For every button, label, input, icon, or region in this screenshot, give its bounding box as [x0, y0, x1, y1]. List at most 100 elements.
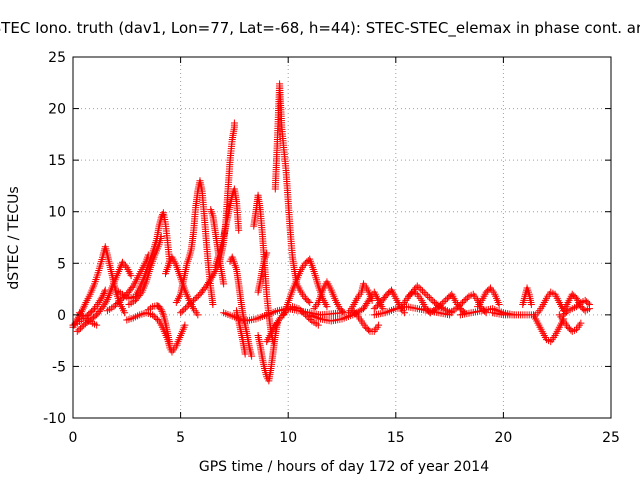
y-tick-label: -5 — [52, 359, 66, 375]
data-point-marker — [149, 311, 157, 319]
data-point-marker — [101, 299, 109, 307]
data-point-marker — [102, 297, 110, 305]
data-point-marker — [97, 295, 105, 303]
data-point-marker — [112, 301, 120, 309]
data-point-marker — [193, 293, 201, 301]
data-point-marker — [209, 301, 217, 309]
data-point-marker — [352, 309, 360, 317]
data-point-marker — [101, 288, 109, 296]
data-point-marker — [435, 303, 443, 311]
data-point-marker — [78, 312, 86, 320]
data-point-marker — [457, 300, 465, 308]
data-point-marker — [166, 340, 174, 348]
x-tick-label: 5 — [176, 430, 185, 446]
data-point-marker — [144, 251, 152, 259]
data-point-marker — [120, 260, 128, 268]
data-point-marker — [180, 306, 188, 314]
data-point-marker — [463, 294, 471, 302]
y-axis-label: dSTEC / TECUs — [6, 186, 22, 289]
y-tick-label: 15 — [48, 153, 66, 169]
data-point-marker — [99, 303, 107, 311]
data-point-marker — [116, 296, 124, 304]
y-tick-label: 0 — [57, 308, 66, 324]
y-tick-label: 5 — [57, 256, 66, 272]
data-point-marker — [188, 298, 196, 306]
x-tick-label: 20 — [494, 430, 512, 446]
data-point-marker — [422, 290, 430, 298]
data-point-marker — [77, 324, 85, 332]
grid-layer — [73, 57, 611, 418]
data-point-marker — [110, 303, 118, 311]
data-point-marker — [368, 296, 376, 304]
data-point-marker — [120, 293, 128, 301]
data-point-marker — [374, 302, 382, 310]
data-point-marker — [370, 305, 378, 313]
data-point-marker — [194, 311, 202, 319]
tick-layer: 0 5 10 15 20 25 -10 -5 0 5 10 15 20 25 — [43, 50, 620, 446]
y-tick-label: 25 — [48, 50, 66, 66]
data-point-marker — [137, 290, 145, 298]
y-tick-label: -10 — [43, 411, 66, 427]
data-point-marker — [153, 315, 161, 323]
data-point-marker — [584, 299, 592, 307]
data-point-marker — [157, 306, 165, 314]
data-point-marker — [495, 301, 503, 309]
data-point-marker — [460, 297, 468, 305]
data-point-marker — [429, 297, 437, 305]
data-point-marker — [563, 308, 571, 316]
data-point-marker — [365, 326, 373, 334]
data-point-marker — [186, 300, 194, 308]
x-tick-label: 10 — [279, 430, 297, 446]
data-point-marker — [128, 284, 136, 292]
chart-title: dSTEC Iono. truth (dav1, Lon=77, Lat=-68… — [0, 19, 640, 38]
y-tick-label: 20 — [48, 102, 66, 118]
data-point-marker — [442, 296, 450, 304]
data-point-marker — [220, 280, 228, 288]
data-point-marker — [304, 297, 312, 305]
data-point-marker — [101, 286, 109, 294]
data-point-marker — [100, 290, 108, 298]
data-point-marker — [415, 284, 423, 292]
data-point-marker — [405, 292, 413, 300]
data-point-marker — [263, 249, 271, 257]
data-point-marker — [375, 321, 383, 329]
data-point-marker — [230, 119, 238, 127]
data-point-marker — [93, 321, 101, 329]
data-point-marker — [575, 300, 583, 308]
data-point-marker — [185, 301, 193, 309]
data-point-marker — [372, 303, 380, 311]
data-point-marker — [190, 296, 198, 304]
data-point-marker — [75, 326, 83, 334]
data-point-marker — [118, 258, 126, 266]
data-point-marker — [408, 289, 416, 297]
data-point-marker — [183, 303, 191, 311]
data-point-marker — [427, 295, 435, 303]
data-point-marker — [78, 323, 86, 331]
data-point-marker — [339, 307, 347, 315]
data-point-marker — [99, 291, 107, 299]
data-point-marker — [121, 292, 129, 300]
x-tick-label: 0 — [69, 430, 78, 446]
data-point-marker — [437, 301, 445, 309]
data-point-marker — [462, 295, 470, 303]
data-point-marker — [91, 312, 99, 320]
data-point-marker — [409, 287, 417, 295]
data-point-marker — [406, 291, 414, 299]
x-axis-label: GPS time / hours of day 172 of year 2014 — [199, 459, 489, 475]
plot-frame — [72, 56, 612, 419]
data-point-marker — [425, 294, 433, 302]
data-point-marker — [116, 263, 124, 271]
data-point-marker — [459, 298, 467, 306]
x-tick-label: 15 — [387, 430, 405, 446]
data-point-marker — [150, 312, 158, 320]
data-point-marker — [115, 298, 123, 306]
data-point-marker — [95, 298, 103, 306]
data-point-marker — [485, 285, 493, 293]
x-tick-label: 25 — [602, 430, 620, 446]
data-point-marker — [420, 289, 428, 297]
data-point-marker — [424, 292, 432, 300]
data-point-marker — [241, 350, 249, 358]
data-point-marker — [100, 301, 108, 309]
data-point-marker — [585, 301, 593, 309]
